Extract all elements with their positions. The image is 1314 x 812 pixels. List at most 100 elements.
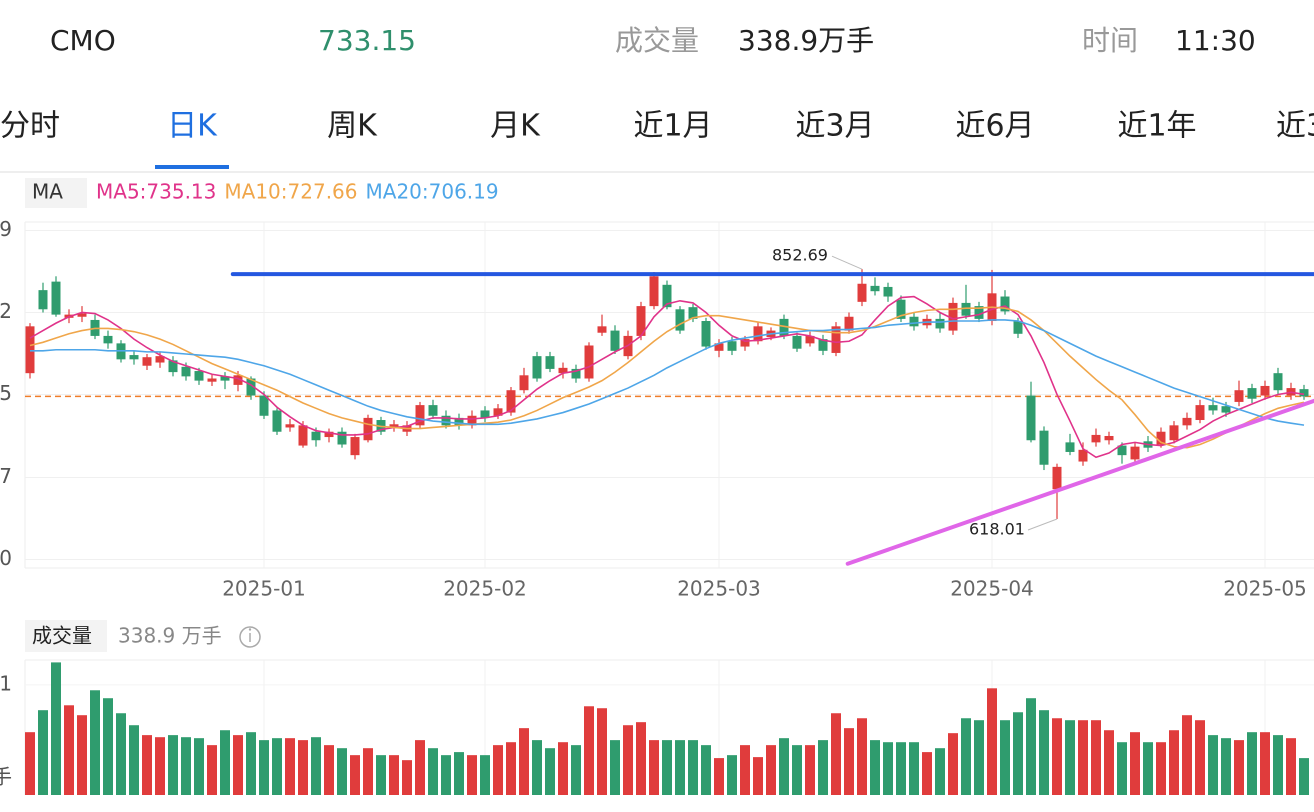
tab[interactable]: 分时	[0, 109, 60, 144]
candle-body	[532, 356, 542, 379]
volume-bar	[636, 722, 646, 795]
candle-body	[363, 417, 373, 441]
volume-bar	[116, 713, 126, 795]
volume-bar	[467, 755, 477, 795]
candle-body	[298, 425, 308, 446]
volume-bar	[64, 705, 74, 795]
candle-body	[636, 306, 646, 336]
x-tick-label: 2025-01	[222, 577, 306, 601]
volume-bar	[415, 740, 425, 795]
candle-body	[740, 339, 750, 347]
volume-bar	[558, 742, 568, 795]
volume-badge	[25, 620, 107, 652]
tab[interactable]: 日K	[167, 109, 218, 144]
ma-line	[29, 306, 1305, 449]
candle-body	[181, 366, 191, 377]
volume-bar	[649, 740, 659, 795]
tab[interactable]: 近1年	[1117, 109, 1196, 144]
candle-body	[1052, 466, 1062, 490]
candle-body	[558, 367, 568, 374]
volume-bar	[337, 748, 347, 795]
candle-body	[220, 376, 230, 381]
candle-body	[779, 318, 789, 336]
candle-body	[649, 276, 659, 307]
tab[interactable]: 周K	[327, 109, 378, 144]
volume-bar	[1130, 732, 1140, 795]
volume-bar	[779, 738, 789, 795]
candle-body	[454, 417, 464, 426]
volume-bar	[1247, 732, 1257, 795]
candle-body	[1156, 431, 1166, 445]
candle-body	[77, 313, 87, 317]
volume-bar	[51, 662, 61, 795]
volume-subtitle: 338.9 万手	[118, 624, 222, 648]
legend-entry: MA20:706.19	[366, 180, 499, 204]
candle-body	[948, 302, 958, 331]
volume-bar	[77, 715, 87, 795]
ma-title: MA	[32, 180, 63, 204]
candle-body	[1104, 435, 1114, 441]
volume-bar	[896, 742, 906, 795]
volume-bar	[870, 740, 880, 795]
tab-underline	[155, 165, 229, 169]
volume-bar	[571, 745, 581, 795]
volume-bar	[584, 706, 594, 795]
x-tick-label: 2025-02	[443, 577, 527, 601]
volume-bar	[675, 740, 685, 795]
volume-bar	[740, 745, 750, 795]
tab[interactable]: 近6月	[955, 109, 1034, 144]
volume-bar	[1156, 742, 1166, 795]
volume-bar	[480, 755, 490, 795]
volume-bar	[766, 745, 776, 795]
candle-body	[38, 290, 48, 310]
volume-bar	[246, 732, 256, 795]
legend-entry: MA5:735.13	[96, 180, 216, 204]
legend-entry: MA10:727.66	[224, 180, 357, 204]
volume-bar	[623, 725, 633, 795]
candle-body	[545, 356, 555, 369]
tab[interactable]: 月K	[490, 109, 541, 144]
ma-line	[29, 295, 1305, 459]
volume-bar	[272, 738, 282, 795]
volume-bar	[922, 752, 932, 795]
volume-bar	[1208, 735, 1218, 795]
candle-body	[974, 306, 984, 319]
volume-bar	[532, 740, 542, 795]
volume-bar	[441, 755, 451, 795]
volume-bar	[1299, 758, 1309, 795]
candle-body	[584, 345, 594, 379]
tab[interactable]: 近3月	[795, 109, 874, 144]
candle-body	[1000, 296, 1010, 312]
volume-bar	[753, 757, 763, 795]
info-icon[interactable]	[239, 626, 261, 648]
volume-bar	[948, 733, 958, 795]
candle-body	[805, 335, 815, 344]
volume-bar	[1039, 710, 1049, 795]
volume-bar	[207, 745, 217, 795]
y-tick-label: 580	[0, 546, 12, 570]
candle-body	[25, 326, 35, 374]
tab[interactable]: 近3	[1276, 109, 1314, 144]
y-tick-label: 812	[0, 299, 12, 323]
candle-body	[1026, 395, 1036, 441]
candle-body	[792, 335, 802, 349]
candle-body	[480, 410, 490, 418]
candle-body	[233, 375, 243, 385]
y-tick-label: 735	[0, 381, 12, 405]
volume-bar	[1182, 715, 1192, 795]
volume-bar	[454, 752, 464, 795]
candle-body	[1195, 405, 1205, 421]
candle-body	[1013, 321, 1023, 334]
candle-body	[129, 355, 139, 360]
candle-body	[194, 371, 204, 381]
tab[interactable]: 近1月	[633, 109, 712, 144]
volume-bar	[142, 735, 152, 795]
candle-body	[961, 302, 971, 316]
candle-body	[142, 357, 152, 366]
volume-bar	[792, 745, 802, 795]
candle-body	[896, 299, 906, 319]
volume-bar	[350, 755, 360, 795]
volume-bar	[519, 728, 529, 795]
